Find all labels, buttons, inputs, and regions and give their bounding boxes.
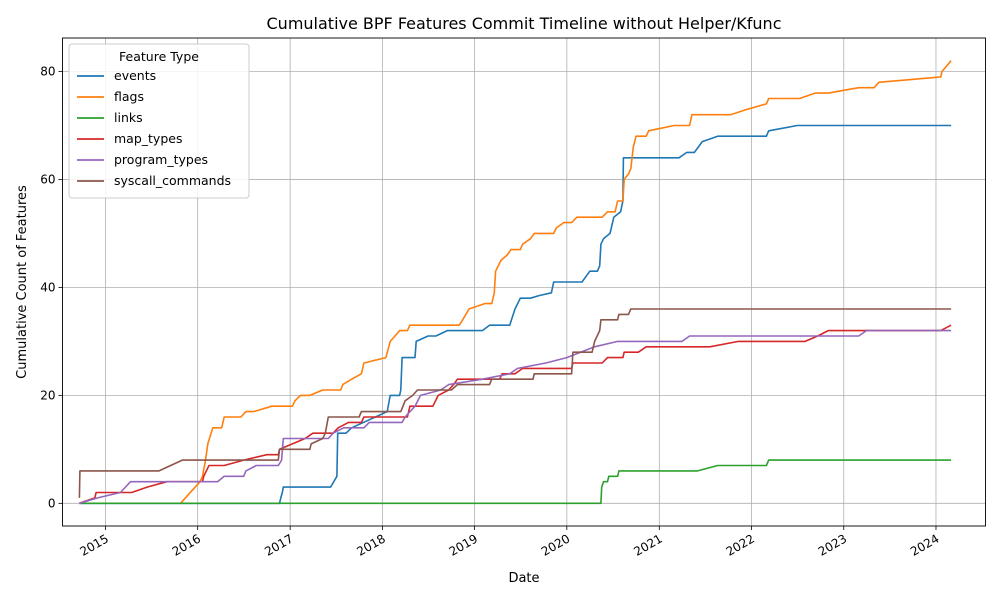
legend: Feature Type events flags links map_typespr… bbox=[68, 43, 250, 199]
plot-frame bbox=[62, 37, 986, 527]
legend-label: program_types bbox=[114, 152, 208, 167]
series-line-events bbox=[79, 124, 952, 505]
series-line-flags bbox=[179, 60, 952, 504]
y-tick-label: 80 bbox=[40, 64, 55, 78]
series-line-program-types bbox=[79, 329, 952, 505]
y-axis-label: Cumulative Count of Features bbox=[15, 185, 30, 379]
legend-items: events flags links map_types program_typessy… bbox=[77, 68, 231, 188]
y-axis-ticks: 0 20 40 60 80 bbox=[40, 64, 63, 510]
series-line-links bbox=[79, 459, 952, 505]
legend-title: Feature Type bbox=[119, 49, 199, 64]
legend-label: links bbox=[114, 110, 143, 125]
legend-label: map_types bbox=[114, 131, 182, 146]
legend-box bbox=[68, 43, 250, 199]
x-axis-label: Date bbox=[508, 571, 539, 586]
chart-title: Cumulative BPF Features Commit Timeline … bbox=[267, 14, 782, 33]
series-line-syscall-commands bbox=[78, 308, 952, 498]
legend-label: syscall_commands bbox=[114, 173, 231, 188]
legend-label: events bbox=[114, 68, 156, 83]
y-tick-label: 60 bbox=[40, 172, 55, 186]
y-tick-label: 20 bbox=[40, 388, 55, 402]
legend-label: flags bbox=[114, 89, 144, 104]
y-tick-label: 0 bbox=[48, 496, 56, 510]
y-tick-label: 40 bbox=[40, 280, 55, 294]
series-lines bbox=[78, 60, 952, 505]
series-line-map-types bbox=[79, 324, 952, 505]
